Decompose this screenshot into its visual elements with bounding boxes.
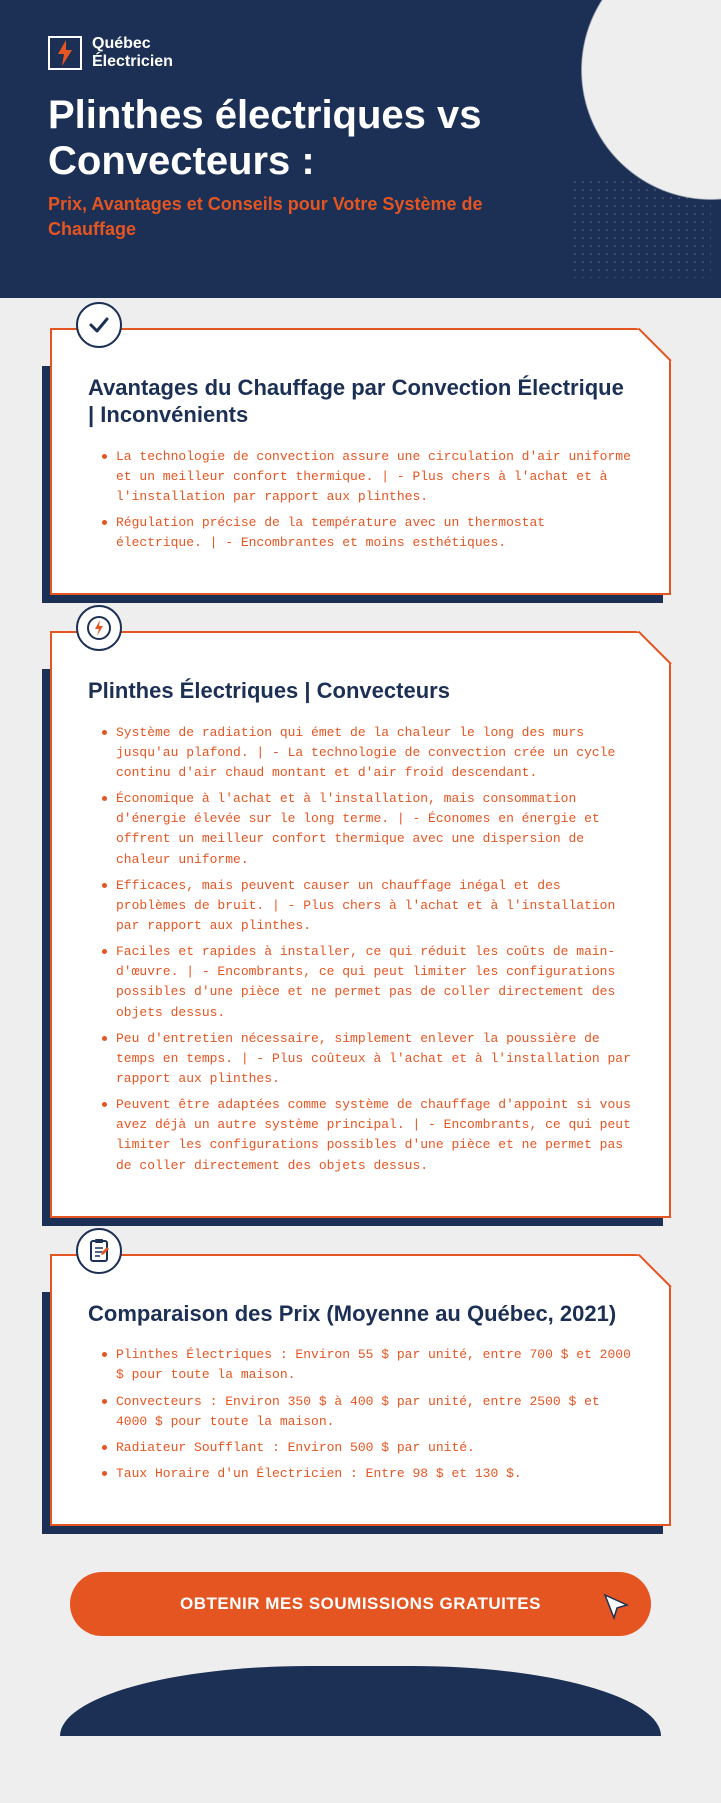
cta-container: OBTENIR MES SOUMISSIONS GRATUITES [0,1566,721,1666]
page-title: Plinthes électriques vs Convecteurs : [48,92,673,184]
brand-name: Québec Électricien [92,35,173,70]
card-body: Avantages du Chauffage par Convection Él… [50,328,671,596]
list-item: Taux Horaire d'un Électricien : Entre 98… [102,1464,633,1484]
list-item: La technologie de convection assure une … [102,447,633,507]
list-item: Économique à l'achat et à l'installation… [102,789,633,870]
brand-logo: Québec Électricien [48,35,673,70]
list-item: Efficaces, mais peuvent causer un chauff… [102,876,633,936]
card-list: La technologie de convection assure une … [88,447,633,554]
card-list: Plinthes Électriques : Environ 55 $ par … [88,1345,633,1484]
page-subtitle: Prix, Avantages et Conseils pour Votre S… [48,192,488,242]
list-item: Faciles et rapides à installer, ce qui r… [102,942,633,1023]
cards-container: Avantages du Chauffage par Convection Él… [0,298,721,1567]
card-title: Comparaison des Prix (Moyenne au Québec,… [88,1300,633,1328]
page-header: Québec Électricien Plinthes électriques … [0,0,721,298]
list-item: Peu d'entretien nécessaire, simplement e… [102,1029,633,1089]
dot-pattern [571,178,711,278]
card-body: Comparaison des Prix (Moyenne au Québec,… [50,1254,671,1526]
list-item: Système de radiation qui émet de la chal… [102,723,633,783]
card-title: Plinthes Électriques | Convecteurs [88,677,633,705]
cta-button[interactable]: OBTENIR MES SOUMISSIONS GRATUITES [70,1572,651,1636]
card: Plinthes Électriques | Convecteurs Systè… [50,631,671,1217]
list-item: Plinthes Électriques : Environ 55 $ par … [102,1345,633,1385]
bolt-icon [48,36,82,70]
cta-label: OBTENIR MES SOUMISSIONS GRATUITES [180,1594,541,1613]
cursor-icon [599,1589,633,1628]
card-list: Système de radiation qui émet de la chal… [88,723,633,1176]
brand-line1: Québec [92,35,173,53]
brand-line2: Électricien [92,53,173,71]
card-title: Avantages du Chauffage par Convection Él… [88,374,633,429]
card: Avantages du Chauffage par Convection Él… [50,328,671,596]
list-item: Convecteurs : Environ 350 $ à 400 $ par … [102,1392,633,1432]
footer-curve [60,1666,661,1736]
clipboard-icon [76,1228,122,1274]
bolt-circle-icon [76,605,122,651]
check-icon [76,302,122,348]
card-body: Plinthes Électriques | Convecteurs Systè… [50,631,671,1217]
list-item: Régulation précise de la température ave… [102,513,633,553]
list-item: Radiateur Soufflant : Environ 500 $ par … [102,1438,633,1458]
card: Comparaison des Prix (Moyenne au Québec,… [50,1254,671,1526]
list-item: Peuvent être adaptées comme système de c… [102,1095,633,1176]
